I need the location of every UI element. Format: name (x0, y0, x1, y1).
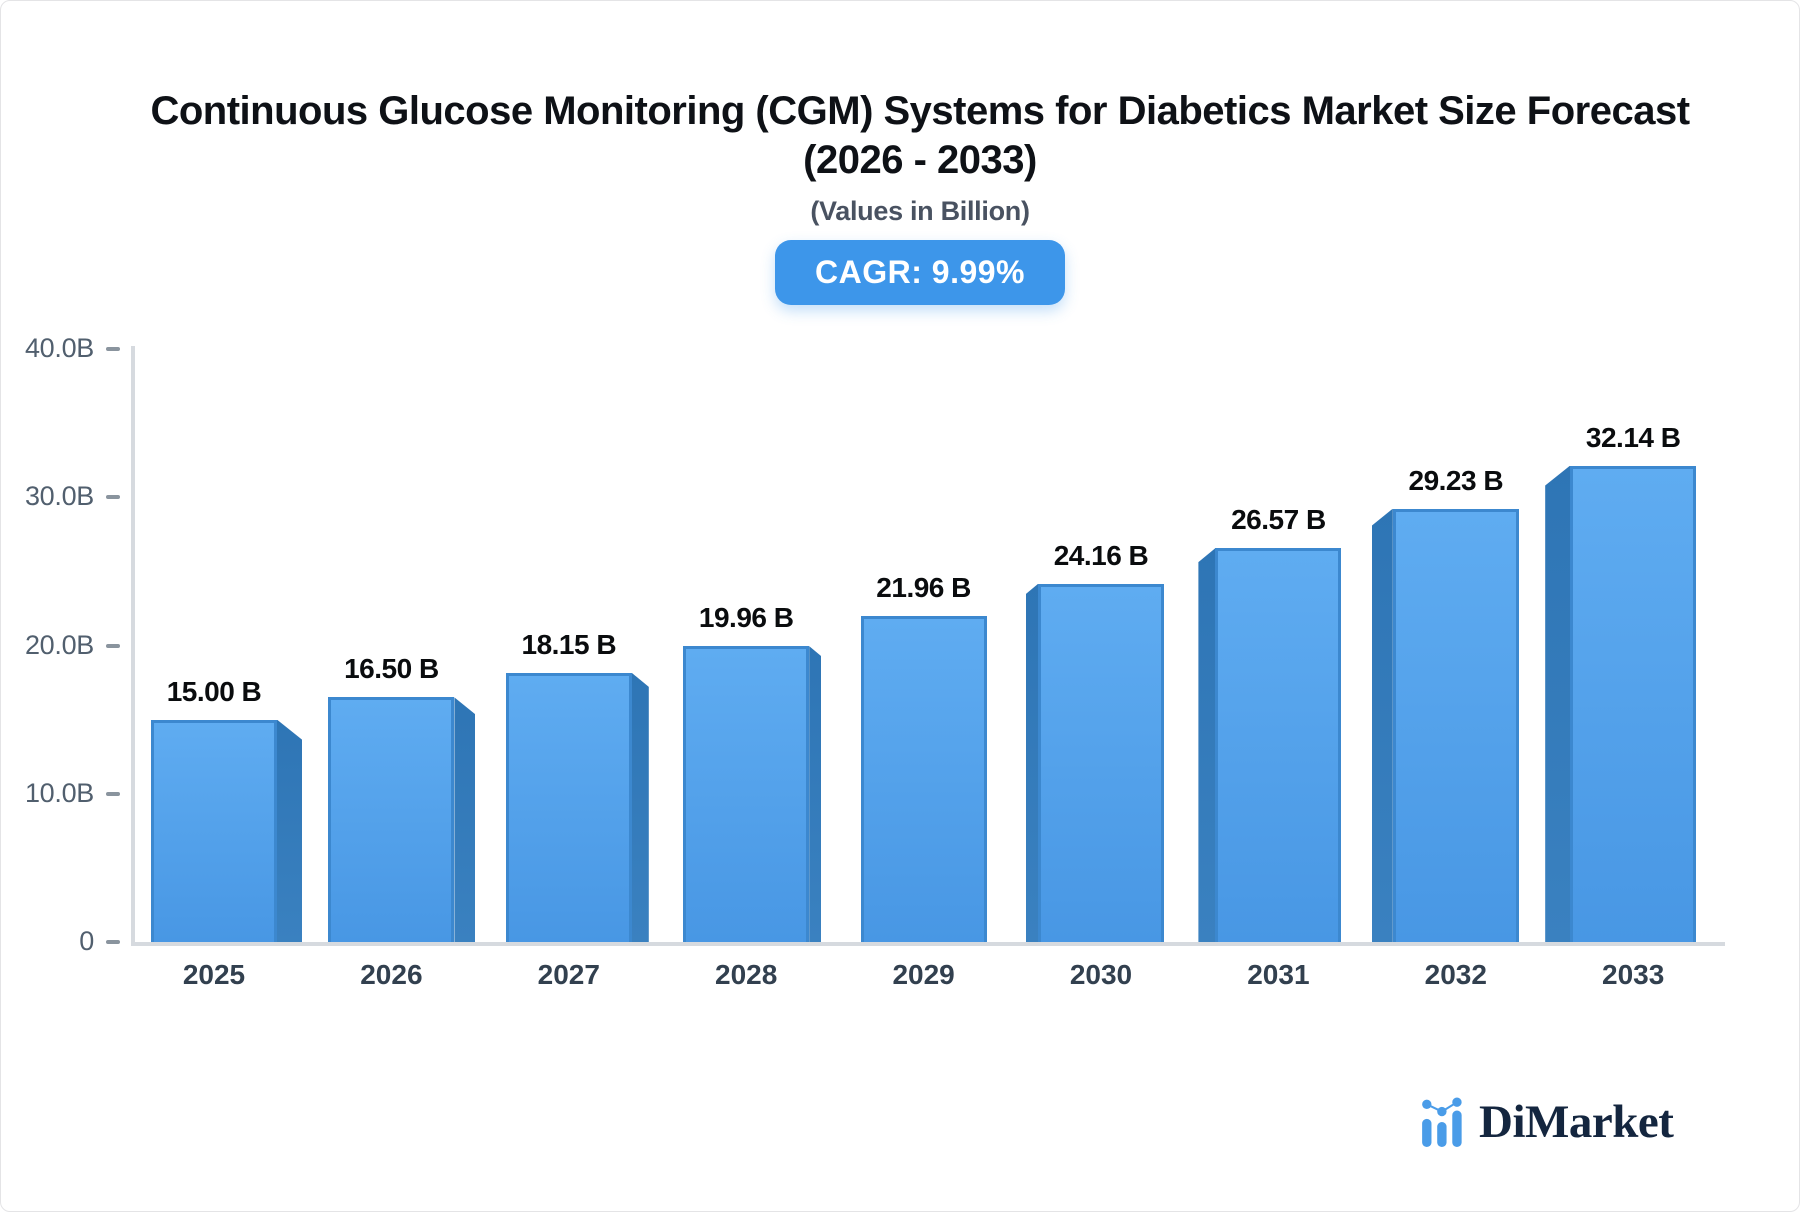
cagr-badge: CAGR: 9.99% (775, 240, 1065, 305)
y-axis-tick (106, 791, 120, 796)
chart-title-line2: (2026 - 2033) (803, 138, 1037, 182)
bar-2029[interactable] (860, 616, 987, 942)
y-axis-tick-label: 0 (79, 926, 94, 956)
bar-value-label-2030: 24.16 B (1053, 539, 1149, 571)
y-axis-tick (106, 940, 120, 944)
bar-side-face-2032 (1371, 508, 1393, 942)
bar-side-face-2030 (1026, 583, 1038, 942)
bar-value-label-2028: 19.96 B (698, 602, 794, 634)
x-axis-label-2026: 2026 (360, 959, 423, 990)
bar-2031[interactable] (1215, 548, 1342, 942)
y-axis-tick-label: 40.0B (24, 333, 94, 363)
bar-side-face-2031 (1198, 548, 1216, 942)
x-axis-label-2029: 2029 (892, 959, 955, 990)
bar-value-label-2032: 29.23 B (1408, 464, 1504, 496)
bar-value-label-2027: 18.15 B (521, 628, 617, 660)
bar-2028[interactable] (683, 646, 810, 942)
bar-2027[interactable] (505, 672, 632, 942)
y-axis-tick (106, 643, 120, 648)
chart-subtitle: (Values in Billion) (810, 196, 1030, 226)
x-axis-label-2031: 2031 (1247, 959, 1310, 990)
bar-value-label-2026: 16.50 B (344, 653, 439, 685)
bar-value-label-2033: 32.14 B (1585, 421, 1681, 453)
bar-2032[interactable] (1392, 508, 1519, 942)
bar-value-label-2029: 21.96 B (876, 572, 971, 604)
y-axis-tick-label: 10.0B (24, 777, 94, 808)
bar-line-chart-icon (1422, 1097, 1462, 1147)
x-axis-label-2032: 2032 (1424, 959, 1487, 990)
x-axis-label-2030: 2030 (1069, 959, 1133, 990)
bar-2030[interactable] (1038, 583, 1164, 942)
y-axis-tick (106, 495, 120, 500)
x-axis-label-2033: 2033 (1602, 959, 1665, 990)
bar-value-label-2031: 26.57 B (1231, 504, 1326, 536)
x-axis-line (131, 942, 1725, 946)
y-axis-line (131, 346, 135, 946)
bar-side-face-2033 (1545, 465, 1571, 942)
x-axis-label-2025: 2025 (182, 959, 246, 990)
bar-2026[interactable] (328, 697, 455, 942)
x-axis-label-2028: 2028 (715, 959, 778, 990)
brand-logo: DiMarket (1421, 1095, 1674, 1149)
bar-side-face-2028 (809, 646, 822, 942)
y-axis-tick-label: 20.0B (24, 629, 94, 660)
bar-side-face-2025 (277, 719, 302, 942)
y-axis-tick-label: 30.0B (24, 481, 94, 512)
brand-name: DiMarket (1479, 1096, 1674, 1148)
chart-title-line1: Continuous Glucose Monitoring (CGM) Syst… (150, 89, 1690, 133)
y-axis-tick (106, 347, 120, 351)
x-axis-label-2027: 2027 (537, 959, 600, 990)
bar-side-face-2027 (631, 672, 649, 942)
bar-2033[interactable] (1570, 465, 1697, 942)
bar-side-face-2026 (454, 697, 476, 942)
chart-header: Continuous Glucose Monitoring (CGM) Syst… (41, 87, 1799, 305)
bar-2025[interactable] (151, 719, 277, 942)
bar-value-label-2025: 15.00 B (166, 675, 262, 707)
